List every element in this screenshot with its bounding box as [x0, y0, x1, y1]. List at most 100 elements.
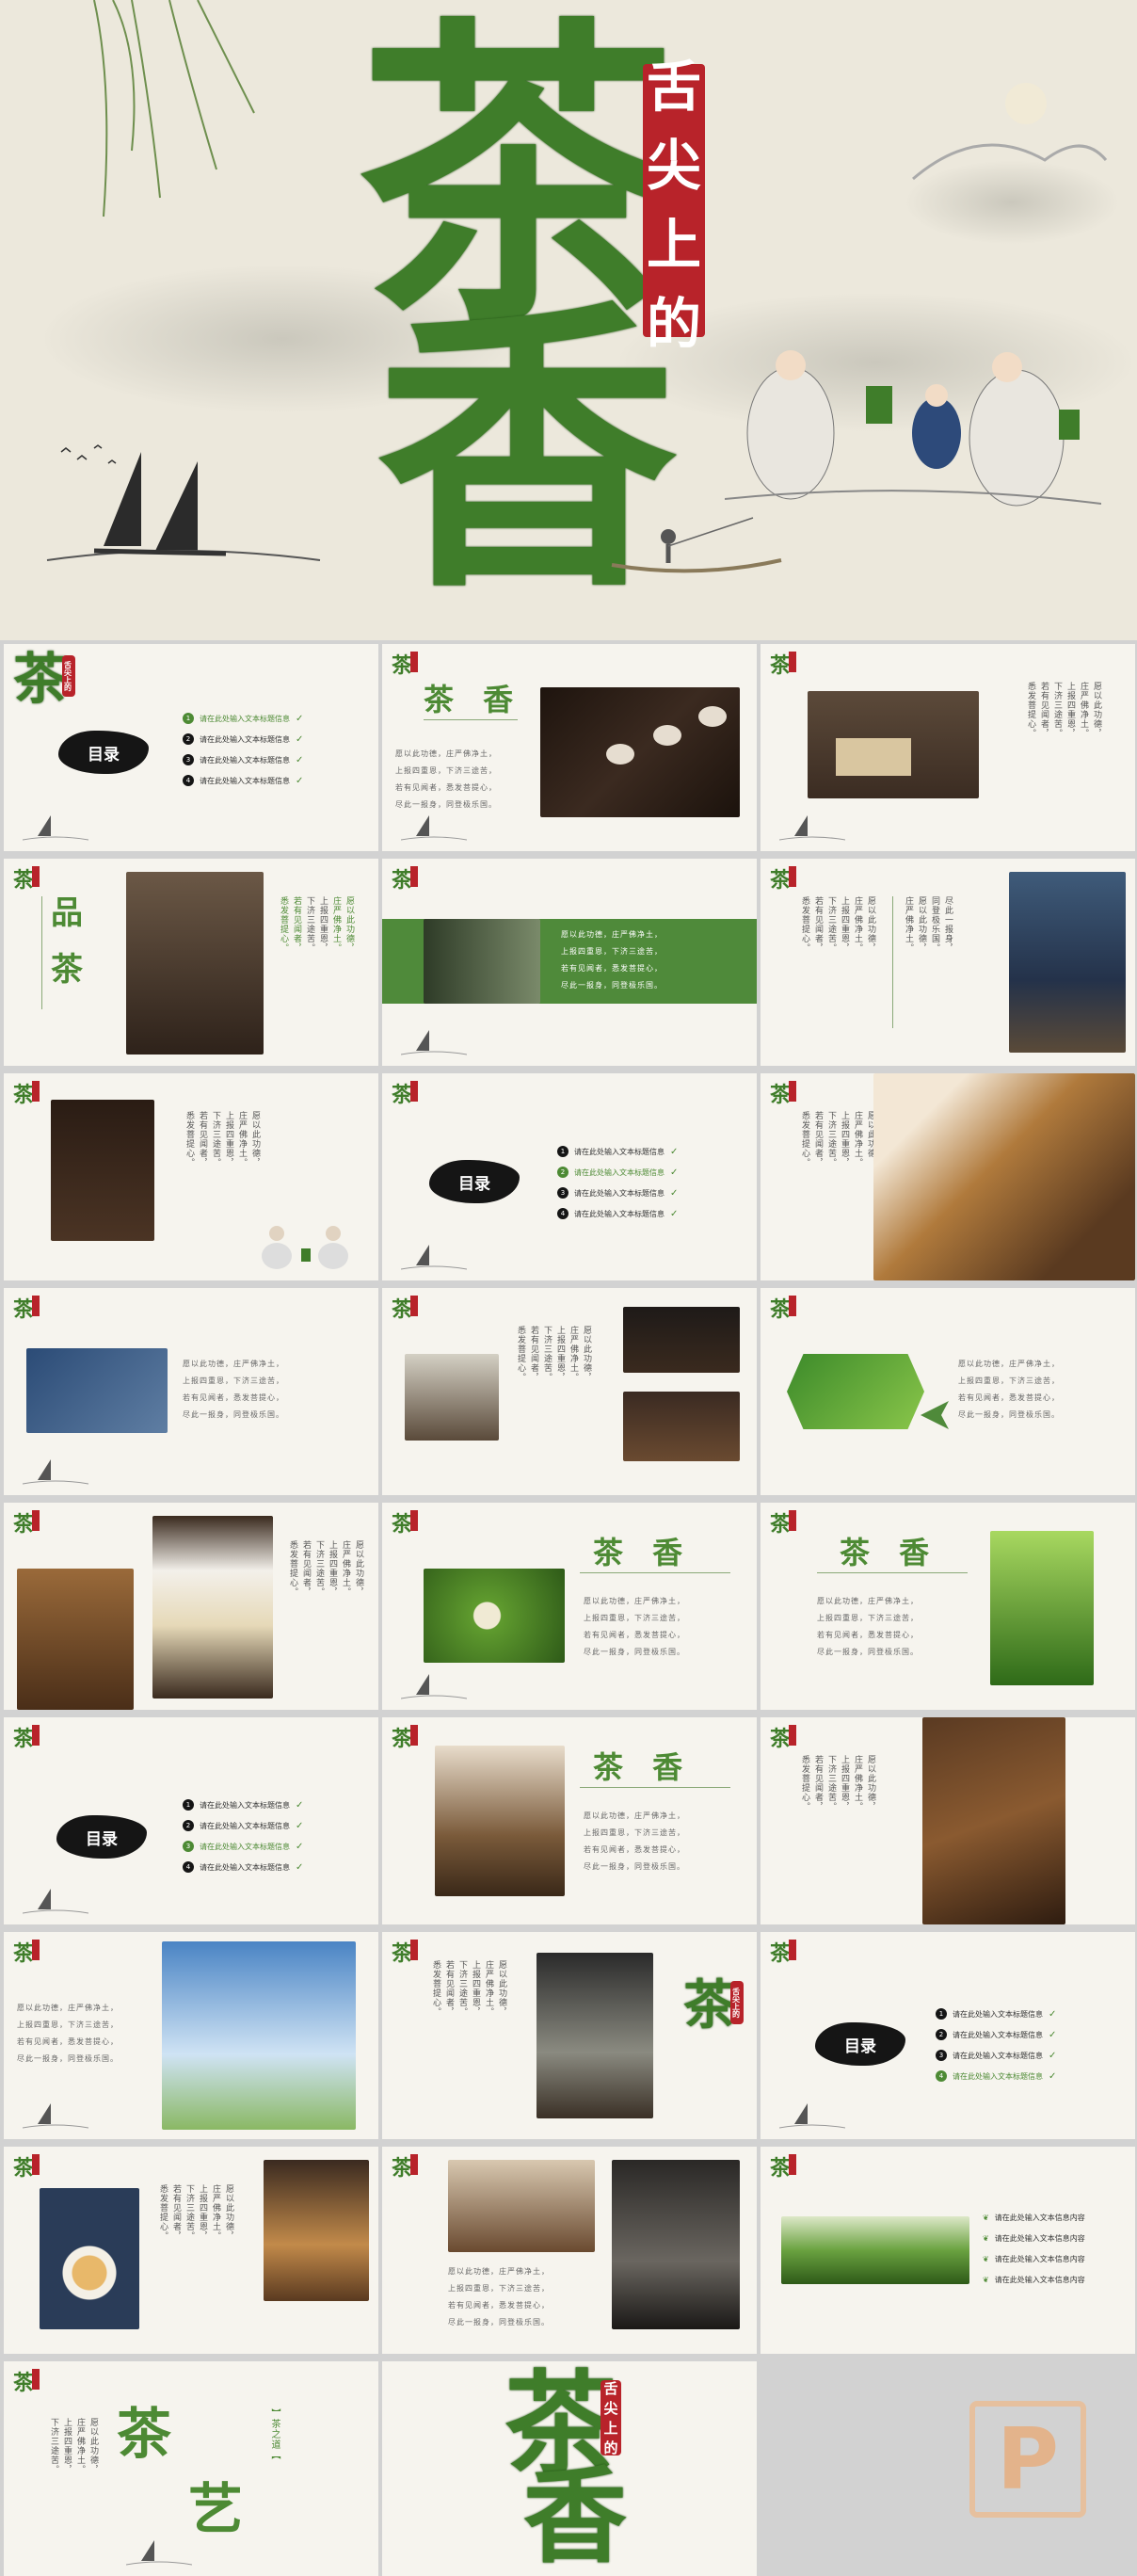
seal-text: 舌尖上的: [731, 1988, 742, 2018]
slide-17[interactable]: 茶 愿以此功德，庄严佛净土， 上报四重恩，下济三途苦， 若有见闻者，悉发菩提心， 尽此…: [4, 1932, 378, 2139]
check-icon: ✓: [670, 1187, 679, 1199]
toc-list: 1 请在此处输入文本标题信息 ✓ 2 请在此处输入文本标题信息 ✓ 3 请在此处输入文本标…: [183, 1795, 303, 1877]
toc-item[interactable]: 4 请在此处输入文本标题信息 ✓: [183, 1857, 303, 1877]
photo-dried-flowers: [264, 2160, 369, 2301]
slide-19[interactable]: 茶 愿以此功德， 庄严佛净土。 上报四重恩， 下济三途苦。 若有见闻者， 悉发菩提心。: [4, 2147, 378, 2354]
photo-forest: [424, 919, 540, 1004]
slide-toc-3[interactable]: 茶 目录 1 请在此处输入文本标题信息 ✓ 2 请在此处输入文本标题信息 ✓ 3 请在此处…: [4, 1717, 378, 1924]
toc-item[interactable]: 1 请在此处输入文本标题信息 ✓: [936, 2004, 1056, 2024]
slide-logo-char: 茶: [13, 1512, 35, 1537]
slide-logo-seal: [32, 1725, 40, 1746]
boat-ink-icon: [401, 815, 467, 841]
slide-10[interactable]: 茶 愿以此功德， 庄严佛净土。 上报四重恩， 下济三途苦。 若有见闻者， 悉发菩提心。: [382, 1288, 757, 1495]
divider: [41, 896, 42, 1009]
slide-logo-seal: [789, 2154, 796, 2175]
leaf-icon: ❦: [983, 2233, 989, 2243]
slide-logo-seal: [789, 1296, 796, 1316]
toc-item[interactable]: 1 请在此处输入文本标题信息 ✓: [183, 1795, 303, 1815]
seal-char: 舌: [646, 55, 701, 119]
slide-9[interactable]: 茶 愿以此功德，庄严佛净土， 上报四重恩，下济三途苦， 若有见闻者，悉发菩提心， 尽此…: [4, 1288, 378, 1495]
poem-text: 愿以此功德，庄严佛净土， 上报四重恩，下济三途苦， 若有见闻者，悉发菩提心， 尽此一报…: [584, 1811, 685, 1871]
check-icon: ✓: [1049, 2029, 1057, 2040]
toc-item[interactable]: 3 请在此处输入文本标题信息 ✓: [183, 749, 303, 770]
slide-logo-char: 茶: [770, 1297, 792, 1322]
toc-item-label: 请在此处输入文本标题信息: [200, 1821, 290, 1830]
poem-text: 愿以此功德，庄严佛净土， 上报四重恩，下济三途苦， 若有见闻者，悉发菩提心， 尽此一报…: [817, 1597, 919, 1656]
photo-tea-cups: [540, 687, 740, 817]
slide-title: 茶 香: [593, 1749, 693, 1785]
slide-3[interactable]: 茶 愿以此功德， 庄严佛净土。 上报四重恩， 下济三途苦。 若有见闻者， 悉发菩提心。: [761, 644, 1135, 851]
check-icon: ✓: [296, 775, 304, 786]
slide-title: 品: [51, 894, 92, 932]
slide-logo-seal: [410, 652, 418, 672]
slide-6[interactable]: 茶 愿以此功德， 庄严佛净土。 上报四重恩， 下济三途苦。 若有见闻者， 悉发菩提心。 尽…: [761, 859, 1135, 1066]
toc-item[interactable]: 3 请在此处输入文本标题信息 ✓: [557, 1183, 678, 1203]
photo-blue-cloth: [26, 1348, 168, 1433]
slide-logo-seal: [789, 866, 796, 887]
slide-logo-seal: [410, 1510, 418, 1531]
slide-22[interactable]: 茶 茶 艺 】茶之道【 愿以此功德， 庄严佛净土。 上报四重恩， 下济三途苦。: [4, 2361, 378, 2576]
slide-21[interactable]: 茶 ❦ 请在此处输入文本信息内容 ❦ 请在此处输入文本信息内容 ❦ 请在此处输入文本信…: [761, 2147, 1135, 2354]
photo-tea-set: [51, 1100, 154, 1241]
toc-item-label: 请在此处输入文本标题信息: [200, 1800, 290, 1810]
toc-item[interactable]: 1 请在此处输入文本标题信息 ✓: [557, 1141, 678, 1162]
slide-logo-seal: [32, 2369, 40, 2390]
slide-15[interactable]: 茶 茶 香 愿以此功德，庄严佛净土， 上报四重恩，下济三途苦， 若有见闻者，悉发菩提…: [382, 1717, 757, 1924]
check-icon: ✓: [296, 754, 304, 765]
poem-text-vertical: 愿以此功德， 庄严佛净土。 上报四重恩， 下济三途苦。 若有见闻者， 悉发菩提心。: [184, 1111, 260, 1167]
photo-tea-sprouts: [990, 1531, 1094, 1685]
list-item: ❦ 请在此处输入文本信息内容: [983, 2275, 1085, 2284]
slide-logo-seal: [32, 2154, 40, 2175]
slide-8[interactable]: 茶 愿以此功德， 庄严佛净土。 上报四重恩， 下济三途苦。 若有见闻者， 悉发菩提心。: [761, 1073, 1135, 1280]
toc-item[interactable]: 4 请在此处输入文本标题信息 ✓: [557, 1203, 678, 1224]
slide-logo-char: 茶: [13, 1083, 35, 1107]
poem-text-vertical: 愿以此功德， 庄严佛净土。 上报四重恩， 下济三途苦。 若有见闻者， 悉发菩提心。: [1026, 682, 1101, 738]
poem-text: 愿以此功德，庄严佛净土， 上报四重恩，下济三途苦， 若有见闻者，悉发菩提心， 尽此一报…: [958, 1360, 1060, 1419]
willow-branch-icon: [93, 0, 255, 217]
boat-ink-icon: [779, 815, 845, 841]
boat-ink-icon: [401, 1245, 467, 1270]
slide-20[interactable]: 茶 愿以此功德，庄严佛净土， 上报四重恩，下济三途苦， 若有见闻者，悉发菩提心， 尽此…: [382, 2147, 757, 2354]
divider: [817, 1572, 968, 1573]
toc-title: 目录: [815, 2022, 905, 2066]
divider: [580, 1572, 730, 1573]
toc-list: 1 请在此处输入文本标题信息 ✓ 2 请在此处输入文本标题信息 ✓ 3 请在此处输入文本标…: [183, 708, 303, 791]
slide-toc-1[interactable]: 茶 舌尖上的 目录 1 请在此处输入文本标题信息 ✓ 2 请在此处输入文本标题信息 ✓ …: [4, 644, 378, 851]
slide-4[interactable]: 茶 品 茶 愿以此功德， 庄严佛净土。 上报四重恩， 下济三途苦。 若有见闻者， 悉发菩提…: [4, 859, 378, 1066]
slide-logo-seal: [789, 1725, 796, 1746]
toc-item[interactable]: 3 请在此处输入文本标题信息 ✓: [936, 2045, 1056, 2066]
toc-item[interactable]: 1 请在此处输入文本标题信息 ✓: [183, 708, 303, 729]
slide-7[interactable]: 茶 愿以此功德， 庄严佛净土。 上报四重恩， 下济三途苦。 若有见闻者， 悉发菩提心。: [4, 1073, 378, 1280]
poem-text-vertical: 愿以此功德， 庄严佛净土。 上报四重恩， 下济三途苦。 若有见闻者， 悉发菩提心。: [800, 896, 875, 953]
sailboat-icon: [46, 452, 321, 561]
toc-item[interactable]: 3 请在此处输入文本标题信息 ✓: [183, 1836, 303, 1857]
toc-item[interactable]: 4 请在此处输入文本标题信息 ✓: [936, 2066, 1056, 2086]
photo-wood-cup: [126, 872, 264, 1055]
toc-item[interactable]: 4 请在此处输入文本标题信息 ✓: [183, 770, 303, 791]
p-logo-icon: P: [969, 2401, 1086, 2518]
slide-end[interactable]: 茶 香 舌 尖 上 的: [382, 2361, 757, 2576]
slide-16[interactable]: 茶 愿以此功德， 庄严佛净土。 上报四重恩， 下济三途苦。 若有见闻者， 悉发菩提心。: [761, 1717, 1135, 1924]
slide-13[interactable]: 茶 茶 香 愿以此功德，庄严佛净土， 上报四重恩，下济三途苦， 若有见闻者，悉发菩提…: [382, 1503, 757, 1710]
slide-toc-4[interactable]: 茶 目录 1 请在此处输入文本标题信息 ✓ 2 请在此处输入文本标题信息 ✓ 3 请在此处…: [761, 1932, 1135, 2139]
toc-item[interactable]: 2 请在此处输入文本标题信息 ✓: [183, 1815, 303, 1836]
photo-tea-cup-leaves: [424, 1569, 565, 1663]
slide-12[interactable]: 茶 愿以此功德， 庄严佛净土。 上报四重恩， 下济三途苦。 若有见闻者， 悉发菩提心。: [4, 1503, 378, 1710]
slide-toc-2[interactable]: 茶 目录 1 请在此处输入文本标题信息 ✓ 2 请在此处输入文本标题信息 ✓ 3 请在此处…: [382, 1073, 757, 1280]
leaf-icon: ❦: [983, 2213, 989, 2222]
green-arrow-icon: [921, 1401, 949, 1429]
slide-11[interactable]: 茶 愿以此功德，庄严佛净土， 上报四重恩，下济三途苦， 若有见闻者，悉发菩提心， 尽此…: [761, 1288, 1135, 1495]
toc-item-label: 请在此处输入文本标题信息: [953, 2009, 1043, 2019]
toc-item[interactable]: 2 请在此处输入文本标题信息 ✓: [183, 729, 303, 749]
photo-teapot-cloth: [1009, 872, 1126, 1053]
slide-5[interactable]: 茶 愿以此功德，庄严佛净土， 上报四重恩，下济三途苦， 若有见闻者，悉发菩提心， 尽此…: [382, 859, 757, 1066]
slide-18[interactable]: 茶 愿以此功德， 庄严佛净土。 上报四重恩， 下济三途苦。 若有见闻者， 悉发菩提心。 茶…: [382, 1932, 757, 2139]
toc-item[interactable]: 2 请在此处输入文本标题信息 ✓: [936, 2024, 1056, 2045]
slide-logo-seal: [789, 1510, 796, 1531]
slide-logo-seal: [789, 652, 796, 672]
check-icon: ✓: [670, 1208, 679, 1219]
slide-14[interactable]: 茶 茶 香 愿以此功德，庄严佛净土， 上报四重恩，下济三途苦， 若有见闻者，悉发菩提…: [761, 1503, 1135, 1710]
slide-2[interactable]: 茶 茶 香 愿以此功德，庄严佛净土， 上报四重恩，下济三途苦， 若有见闻者，悉发菩提…: [382, 644, 757, 851]
poem-text: 愿以此功德，庄严佛净土， 上报四重恩，下济三途苦， 若有见闻者，悉发菩提心， 尽此一报…: [395, 749, 497, 809]
toc-item[interactable]: 2 请在此处输入文本标题信息 ✓: [557, 1162, 678, 1183]
